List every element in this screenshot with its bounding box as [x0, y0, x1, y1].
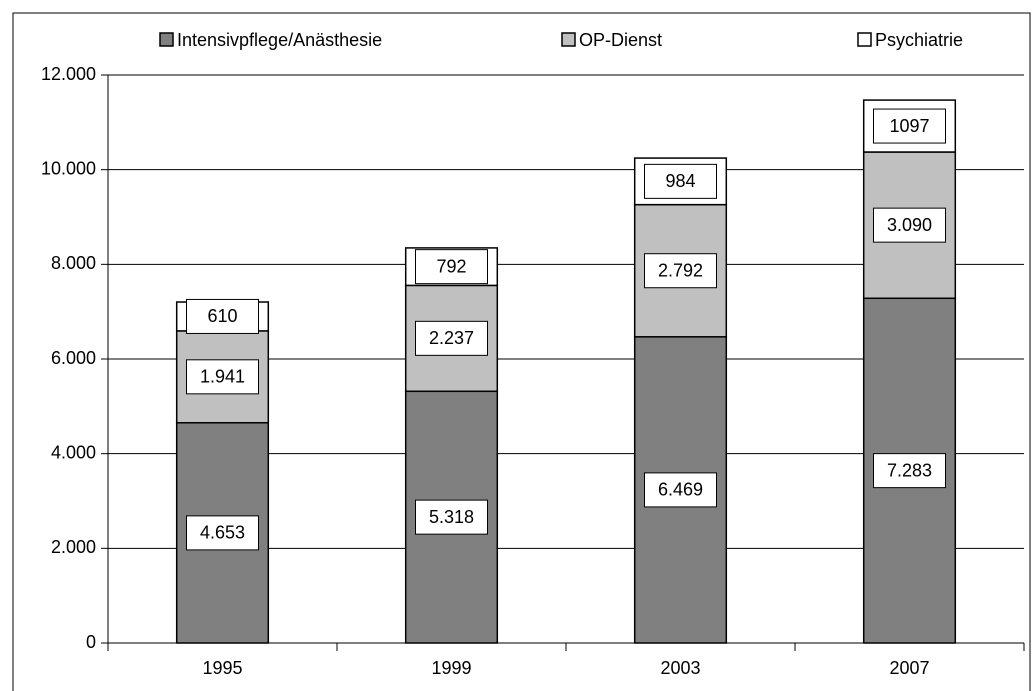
x-tick-label: 1995 [202, 658, 242, 678]
value-label-box [644, 163, 717, 199]
value-label-box [415, 499, 488, 535]
value-label: 3.090 [887, 215, 932, 235]
value-label-box [644, 253, 717, 289]
y-tick-label: 2.000 [51, 537, 96, 557]
value-label: 1.941 [200, 367, 245, 387]
value-label: 2.792 [658, 260, 703, 280]
value-label: 984 [665, 171, 695, 191]
y-tick-label: 12.000 [41, 64, 96, 84]
value-label: 610 [207, 306, 237, 326]
y-tick-label: 6.000 [51, 348, 96, 368]
legend-label: Intensivpflege/Anästhesie [177, 30, 382, 50]
value-label: 5.318 [429, 507, 474, 527]
x-tick-label: 1999 [431, 658, 471, 678]
value-label-box [415, 320, 488, 356]
y-tick-label: 10.000 [41, 158, 96, 178]
value-label-box [644, 472, 717, 508]
x-tick-label: 2003 [660, 658, 700, 678]
legend-swatch [561, 32, 576, 47]
legend-swatch [159, 32, 174, 47]
legend-label: Psychiatrie [875, 30, 963, 50]
legend-swatch [857, 32, 872, 47]
value-label-box [186, 298, 259, 334]
value-label: 1097 [889, 116, 929, 136]
y-tick-label: 8.000 [51, 253, 96, 273]
value-label: 4.653 [200, 523, 245, 543]
value-label-box [415, 249, 488, 285]
value-label-box [873, 207, 946, 243]
x-tick-label: 2007 [889, 658, 929, 678]
value-label-box [186, 515, 259, 551]
y-tick-label: 4.000 [51, 442, 96, 462]
value-label: 7.283 [887, 460, 932, 480]
y-tick-label: 0 [86, 632, 96, 652]
value-label: 6.469 [658, 480, 703, 500]
value-label-box [873, 108, 946, 144]
value-label: 792 [436, 256, 466, 276]
value-label-box [873, 453, 946, 489]
legend-label: OP-Dienst [579, 30, 662, 50]
value-label-box [186, 359, 259, 395]
value-label: 2.237 [429, 328, 474, 348]
